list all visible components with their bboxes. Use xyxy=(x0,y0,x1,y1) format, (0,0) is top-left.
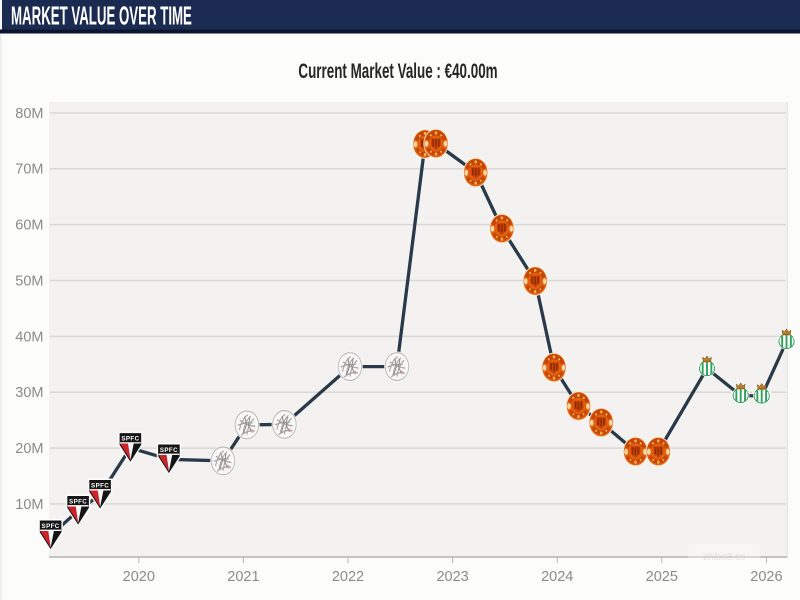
svg-text:2022: 2022 xyxy=(332,569,364,585)
svg-text:80M: 80M xyxy=(15,106,43,122)
svg-text:10M: 10M xyxy=(15,497,43,513)
svg-text:2026: 2026 xyxy=(750,569,782,585)
svg-text:Current Market Value : €40.00m: Current Market Value : €40.00m xyxy=(298,59,497,83)
svg-text:2025: 2025 xyxy=(646,569,678,585)
svg-text:60M: 60M xyxy=(15,218,43,234)
svg-text:2021: 2021 xyxy=(227,569,259,585)
svg-text:20M: 20M xyxy=(15,441,43,457)
svg-text:2024: 2024 xyxy=(541,569,573,585)
svg-text:MARKET VALUE OVER TIME: MARKET VALUE OVER TIME xyxy=(11,2,192,31)
svg-text:2020: 2020 xyxy=(123,569,155,585)
svg-text:zhibo8.cc: zhibo8.cc xyxy=(703,552,745,563)
svg-text:70M: 70M xyxy=(15,162,43,178)
svg-text:40M: 40M xyxy=(15,329,43,345)
svg-text:30M: 30M xyxy=(15,385,43,401)
svg-text:2023: 2023 xyxy=(436,569,468,585)
svg-text:50M: 50M xyxy=(15,273,43,289)
